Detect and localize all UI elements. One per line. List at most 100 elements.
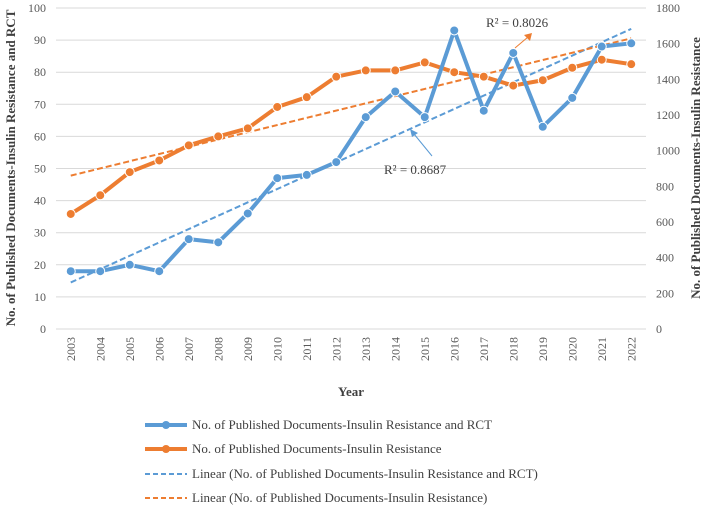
legend-label-ir: No. of Published Documents-Insulin Resis… (192, 441, 442, 456)
data-point-rct (242, 208, 253, 219)
x-tick-label: 2016 (447, 337, 461, 361)
data-point-ir (124, 167, 135, 178)
data-point-ir (567, 62, 578, 73)
x-tick-label: 2004 (93, 337, 107, 361)
left-axis-title: No. of Published Documents-Insulin Resis… (3, 9, 18, 326)
data-point-rct (626, 38, 637, 49)
data-point-ir (95, 190, 106, 201)
legend-label-linear-ir: Linear (No. of Published Documents-Insul… (192, 490, 487, 505)
legend-item-rct: No. of Published Documents-Insulin Resis… (145, 417, 492, 432)
legend: No. of Published Documents-Insulin Resis… (145, 417, 538, 505)
x-tick-label: 2008 (211, 337, 225, 361)
x-tick-label: 2013 (359, 337, 373, 361)
left-tick-label: 10 (34, 290, 46, 304)
left-tick-label: 90 (34, 33, 46, 47)
left-tick-label: 20 (34, 258, 46, 272)
right-tick-label: 1400 (656, 72, 680, 86)
data-point-rct (537, 121, 548, 132)
right-tick-label: 400 (656, 251, 674, 265)
left-tick-label: 40 (34, 194, 46, 208)
data-point-ir (419, 57, 430, 68)
right-tick-label: 0 (656, 322, 662, 336)
r2-rct-arrow-line (413, 133, 433, 157)
r2-rct-label: R² = 0.8687 (384, 162, 447, 177)
data-point-ir (449, 67, 460, 78)
data-point-ir (478, 71, 489, 82)
data-point-ir (65, 208, 76, 219)
data-point-ir (331, 71, 342, 82)
data-point-rct (449, 25, 460, 36)
x-tick-label: 2022 (624, 337, 638, 361)
right-tick-label: 1000 (656, 144, 680, 158)
data-point-rct (390, 86, 401, 97)
series-line-rct (70, 28, 632, 274)
gridlines (56, 7, 646, 330)
data-point-rct (331, 157, 342, 168)
right-tick-label: 1600 (656, 37, 680, 51)
x-tick-label: 2003 (64, 337, 78, 361)
trendlines (70, 27, 632, 284)
right-tick-label: 1200 (656, 108, 680, 122)
data-point-rct (213, 237, 224, 248)
data-point-rct (419, 112, 430, 123)
x-axis-title: Year (338, 384, 364, 399)
data-point-ir (596, 54, 607, 65)
r2-ir-label: R² = 0.8026 (486, 15, 549, 30)
data-point-rct (508, 47, 519, 58)
data-point-rct (65, 266, 76, 277)
data-point-rct (154, 266, 165, 277)
right-tick-label: 600 (656, 215, 674, 229)
trendline-ir (70, 37, 632, 177)
data-point-ir (360, 65, 371, 76)
legend-item-linear-ir: Linear (No. of Published Documents-Insul… (145, 490, 487, 505)
r2-rct-arrow-head (410, 129, 418, 137)
r2-annotations: R² = 0.8687 R² = 0.8026 (384, 15, 549, 177)
data-point-ir (508, 80, 519, 91)
x-tick-label: 2014 (388, 337, 402, 361)
data-point-ir (154, 155, 165, 166)
data-point-rct (360, 112, 371, 123)
x-tick-label: 2007 (182, 337, 196, 361)
x-tick-label: 2006 (152, 337, 166, 361)
x-tick-label: 2009 (241, 337, 255, 361)
r2-ir-arrow-line (514, 36, 529, 49)
x-tick-label: 2005 (123, 337, 137, 361)
left-axis-ticks: 0 10 20 30 40 50 60 70 80 90 100 (28, 1, 46, 336)
data-point-rct (596, 41, 607, 52)
data-point-rct (124, 259, 135, 270)
data-point-rct (301, 169, 312, 180)
left-tick-label: 30 (34, 226, 46, 240)
data-point-ir (626, 59, 637, 70)
data-point-ir (390, 65, 401, 76)
x-tick-label: 2021 (595, 337, 609, 361)
legend-item-linear-rct: Linear (No. of Published Documents-Insul… (145, 466, 538, 481)
left-tick-label: 60 (34, 129, 46, 143)
x-axis-ticks: 2003 2004 2005 2006 2007 2008 2009 2010 2011 2012… (64, 337, 639, 361)
right-tick-label: 200 (656, 286, 674, 300)
x-tick-label: 2015 (418, 337, 432, 361)
data-point-rct (95, 266, 106, 277)
series-lines (65, 25, 637, 277)
right-tick-label: 800 (656, 179, 674, 193)
left-tick-label: 0 (40, 322, 46, 336)
right-axis-title: No. of Published Documents-Insulin Resis… (688, 37, 703, 299)
trendline-rct (70, 27, 632, 284)
data-point-rct (478, 105, 489, 116)
right-tick-label: 1800 (656, 1, 680, 15)
r2-ir-arrow-head (524, 33, 532, 41)
x-tick-label: 2017 (477, 337, 491, 361)
x-tick-label: 2020 (565, 337, 579, 361)
left-tick-label: 80 (34, 65, 46, 79)
legend-label-rct: No. of Published Documents-Insulin Resis… (192, 417, 492, 432)
right-axis-ticks: 0 200 400 600 800 1000 1200 1400 1600 1800 (656, 1, 680, 336)
x-tick-label: 2012 (329, 337, 343, 361)
data-point-rct (567, 92, 578, 103)
data-point-ir (301, 92, 312, 103)
data-point-ir (183, 140, 194, 151)
left-tick-label: 100 (28, 1, 46, 15)
data-point-ir (537, 75, 548, 86)
x-tick-label: 2010 (270, 337, 284, 361)
left-tick-label: 70 (34, 97, 46, 111)
x-tick-label: 2018 (506, 337, 520, 361)
